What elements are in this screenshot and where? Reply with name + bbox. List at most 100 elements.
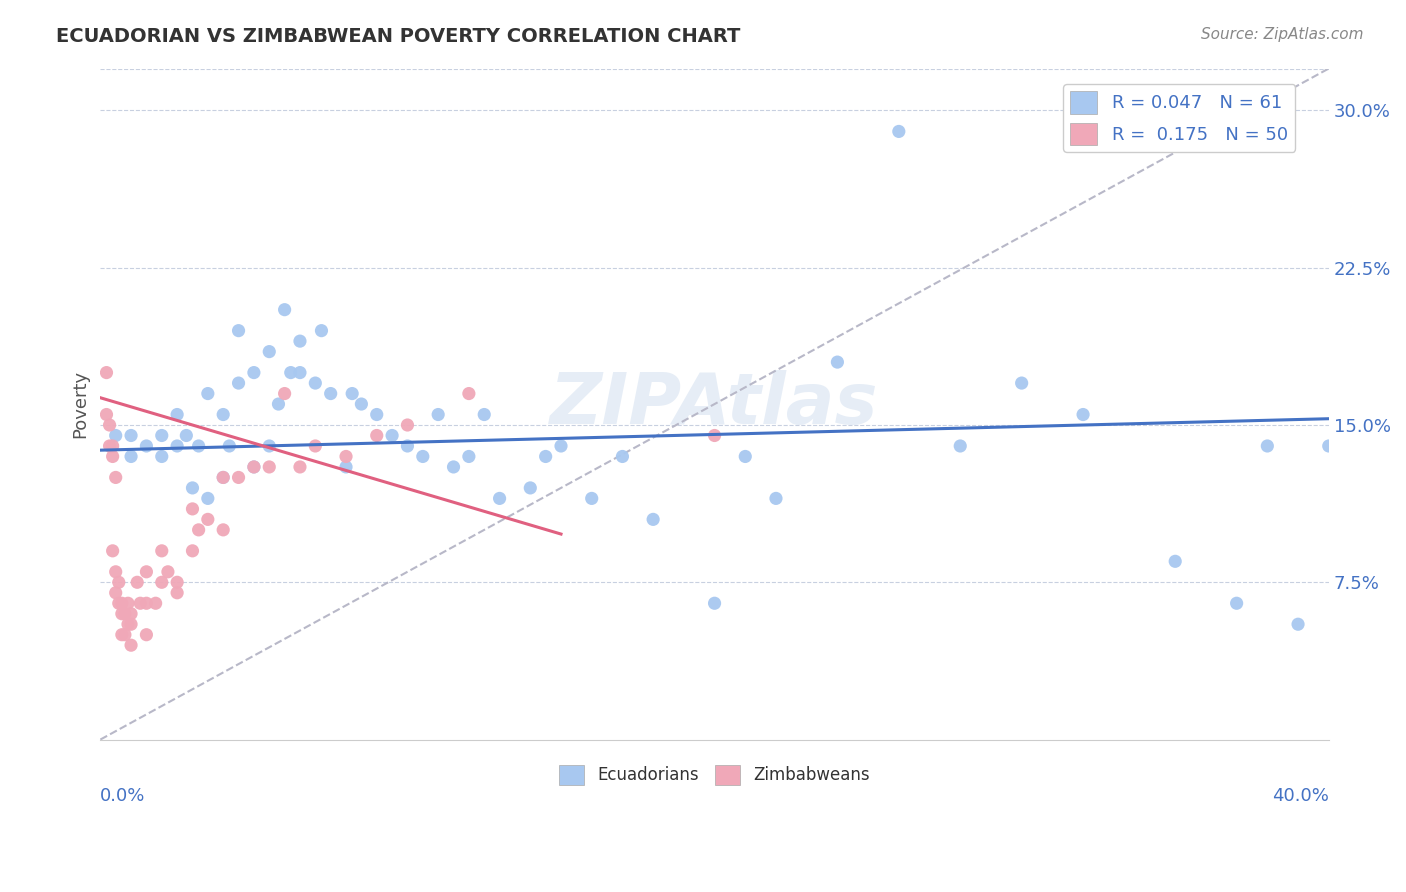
Point — [412, 450, 434, 464]
Point — [319, 386, 342, 401]
Text: Source: ZipAtlas.com: Source: ZipAtlas.com — [1201, 27, 1364, 42]
Point — [228, 376, 250, 390]
Point — [145, 596, 167, 610]
Point — [166, 408, 188, 422]
Point — [129, 596, 152, 610]
Point — [366, 408, 388, 422]
Point — [643, 512, 665, 526]
Point — [887, 124, 910, 138]
Point — [304, 439, 326, 453]
Point — [288, 459, 311, 474]
Point — [120, 607, 142, 621]
Point — [212, 470, 235, 484]
Point — [114, 607, 136, 621]
Point — [396, 439, 419, 453]
Point — [107, 575, 129, 590]
Point — [135, 565, 157, 579]
Point — [127, 575, 149, 590]
Point — [212, 523, 235, 537]
Point — [259, 459, 281, 474]
Point — [550, 439, 572, 453]
Point — [98, 417, 121, 432]
Point — [288, 334, 311, 348]
Point — [197, 491, 219, 506]
Point — [703, 596, 725, 610]
Point — [259, 439, 281, 453]
Point — [488, 491, 510, 506]
Point — [166, 575, 188, 590]
Point — [427, 408, 450, 422]
Point — [114, 628, 136, 642]
Point — [181, 481, 204, 495]
Point — [96, 408, 118, 422]
Point — [581, 491, 603, 506]
Point — [243, 459, 266, 474]
Point — [280, 366, 302, 380]
Point — [111, 596, 134, 610]
Point — [135, 439, 157, 453]
Legend: Ecuadorians, Zimbabweans: Ecuadorians, Zimbabweans — [553, 758, 877, 791]
Point — [101, 439, 124, 453]
Point — [135, 628, 157, 642]
Point — [197, 386, 219, 401]
Point — [350, 397, 373, 411]
Point — [228, 470, 250, 484]
Point — [187, 439, 209, 453]
Point — [304, 376, 326, 390]
Point — [104, 428, 127, 442]
Point — [457, 386, 479, 401]
Point — [765, 491, 787, 506]
Point — [472, 408, 495, 422]
Point — [218, 439, 240, 453]
Point — [187, 523, 209, 537]
Point — [101, 544, 124, 558]
Y-axis label: Poverty: Poverty — [72, 370, 89, 438]
Point — [273, 386, 295, 401]
Point — [117, 596, 139, 610]
Point — [104, 565, 127, 579]
Point — [104, 586, 127, 600]
Point — [1071, 408, 1094, 422]
Point — [457, 450, 479, 464]
Point — [1011, 376, 1033, 390]
Point — [181, 544, 204, 558]
Point — [267, 397, 290, 411]
Text: ECUADORIAN VS ZIMBABWEAN POVERTY CORRELATION CHART: ECUADORIAN VS ZIMBABWEAN POVERTY CORRELA… — [56, 27, 741, 45]
Point — [612, 450, 634, 464]
Point — [96, 366, 118, 380]
Point — [156, 565, 179, 579]
Point — [703, 428, 725, 442]
Point — [1226, 596, 1249, 610]
Point — [243, 366, 266, 380]
Point — [117, 617, 139, 632]
Point — [340, 386, 363, 401]
Text: 0.0%: 0.0% — [100, 787, 146, 805]
Point — [534, 450, 557, 464]
Point — [1317, 439, 1340, 453]
Point — [197, 512, 219, 526]
Point — [949, 439, 972, 453]
Point — [120, 428, 142, 442]
Point — [111, 607, 134, 621]
Point — [135, 596, 157, 610]
Point — [120, 617, 142, 632]
Point — [827, 355, 849, 369]
Point — [335, 450, 357, 464]
Point — [166, 586, 188, 600]
Point — [104, 470, 127, 484]
Text: ZIPAtlas: ZIPAtlas — [550, 369, 879, 439]
Point — [259, 344, 281, 359]
Point — [335, 459, 357, 474]
Point — [111, 628, 134, 642]
Point — [98, 439, 121, 453]
Point — [101, 450, 124, 464]
Point — [519, 481, 541, 495]
Point — [273, 302, 295, 317]
Point — [107, 596, 129, 610]
Point — [150, 575, 173, 590]
Point — [311, 324, 333, 338]
Point — [166, 439, 188, 453]
Point — [212, 470, 235, 484]
Point — [288, 366, 311, 380]
Point — [443, 459, 465, 474]
